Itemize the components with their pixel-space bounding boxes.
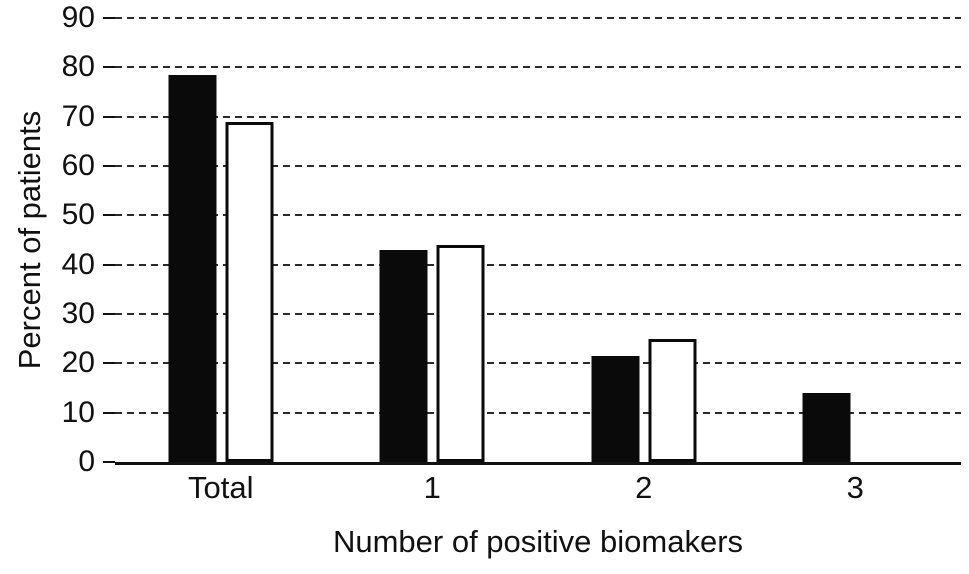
- x-axis-label: Number of positive biomakers: [332, 524, 744, 559]
- gridline: [115, 313, 961, 316]
- y-tick-label: 90: [61, 1, 95, 34]
- y-tick-mark: [103, 362, 115, 365]
- bar-group-total: [168, 18, 274, 462]
- bar-white: [648, 338, 697, 462]
- bar-group-3: [802, 18, 908, 462]
- bar-group-1: [379, 18, 485, 462]
- gridline: [115, 214, 961, 217]
- gridline: [115, 17, 961, 19]
- y-tick-mark: [103, 263, 115, 266]
- y-tick-label: 0: [78, 445, 95, 478]
- y-tick-mark: [103, 461, 115, 463]
- y-tick-label: 30: [61, 297, 95, 331]
- y-axis-ticks: 0 10 20 30 40 50 60 70 80 90: [0, 3, 103, 477]
- y-tick-mark: [103, 115, 115, 118]
- y-tick-mark: [103, 313, 115, 316]
- y-tick-label: 40: [61, 247, 95, 281]
- y-tick-label: 60: [61, 149, 95, 183]
- gridline: [115, 115, 961, 118]
- y-tick-mark: [103, 411, 115, 414]
- plot-area: [103, 17, 961, 465]
- y-tick-mark: [103, 17, 115, 19]
- bar-group-2: [591, 18, 697, 462]
- x-tick-label: 2: [635, 470, 653, 505]
- y-tick-mark: [103, 214, 115, 217]
- x-tick-label: Total: [188, 470, 254, 505]
- bar-white: [436, 244, 485, 462]
- bar-white: [225, 121, 274, 462]
- y-tick-label: 10: [61, 395, 95, 429]
- gridline: [115, 263, 961, 266]
- x-axis-ticks: Total 1 2 3: [115, 472, 961, 512]
- y-tick-label: 70: [61, 99, 95, 133]
- bar-black: [168, 74, 217, 462]
- gridline: [115, 66, 961, 69]
- bar-black: [591, 355, 640, 462]
- gridline: [115, 362, 961, 365]
- y-tick-label: 50: [61, 198, 95, 232]
- bar-black: [379, 249, 428, 462]
- gridline: [115, 411, 961, 414]
- y-tick-mark: [103, 66, 115, 69]
- y-tick-mark: [103, 165, 115, 168]
- gridline: [115, 165, 961, 168]
- y-tick-label: 20: [61, 346, 95, 380]
- bar-black: [802, 392, 851, 462]
- x-tick-label: 3: [846, 470, 864, 505]
- y-tick-label: 80: [61, 50, 95, 84]
- x-tick-label: 1: [423, 470, 441, 505]
